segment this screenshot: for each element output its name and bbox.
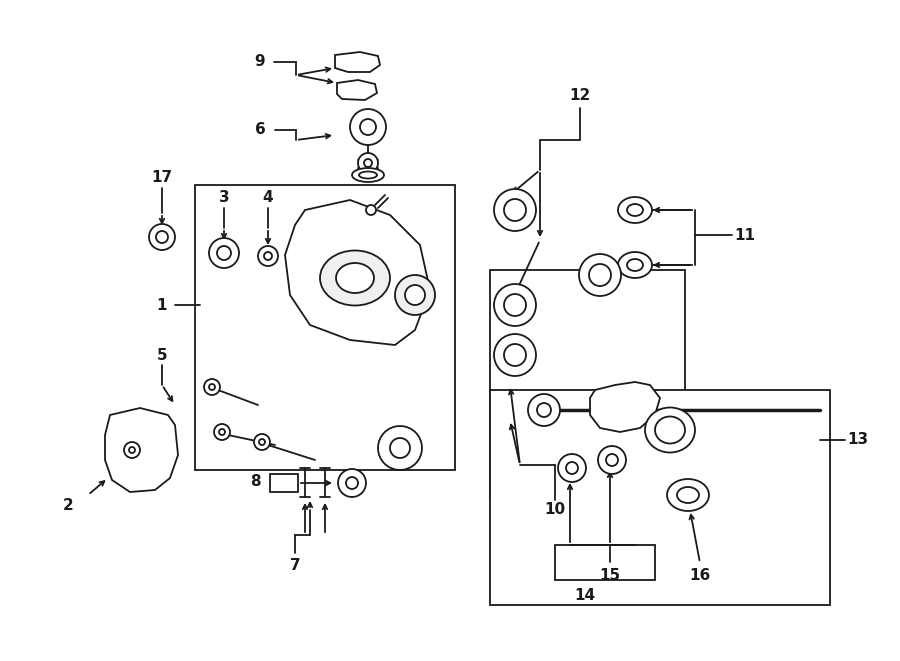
Ellipse shape — [504, 344, 526, 366]
Circle shape — [350, 109, 386, 145]
Circle shape — [209, 384, 215, 390]
Text: 6: 6 — [255, 122, 266, 137]
Bar — [270, 474, 298, 492]
Text: 11: 11 — [734, 227, 755, 243]
Circle shape — [395, 275, 435, 315]
Text: 1: 1 — [157, 297, 167, 313]
Circle shape — [124, 442, 140, 458]
Ellipse shape — [494, 189, 536, 231]
Ellipse shape — [494, 334, 536, 376]
Circle shape — [258, 246, 278, 266]
Circle shape — [405, 285, 425, 305]
Polygon shape — [337, 80, 377, 100]
Circle shape — [264, 252, 272, 260]
Circle shape — [358, 153, 378, 173]
Ellipse shape — [627, 204, 643, 216]
Ellipse shape — [645, 407, 695, 453]
Text: 5: 5 — [157, 348, 167, 362]
Circle shape — [378, 426, 422, 470]
Circle shape — [149, 224, 175, 250]
Ellipse shape — [336, 263, 374, 293]
Circle shape — [219, 429, 225, 435]
Ellipse shape — [677, 487, 699, 503]
Circle shape — [204, 379, 220, 395]
Text: 9: 9 — [255, 54, 266, 69]
Ellipse shape — [352, 168, 384, 182]
Bar — [555, 545, 655, 580]
Text: 10: 10 — [544, 502, 565, 518]
Circle shape — [360, 119, 376, 135]
Circle shape — [390, 438, 410, 458]
Ellipse shape — [627, 259, 643, 271]
Ellipse shape — [359, 171, 377, 178]
Ellipse shape — [579, 254, 621, 296]
Circle shape — [217, 246, 231, 260]
Text: 3: 3 — [219, 190, 230, 206]
Polygon shape — [285, 200, 430, 345]
Circle shape — [366, 205, 376, 215]
Circle shape — [558, 454, 586, 482]
Circle shape — [528, 394, 560, 426]
Circle shape — [346, 477, 358, 489]
Text: 13: 13 — [848, 432, 868, 447]
Circle shape — [259, 439, 265, 445]
Circle shape — [537, 403, 551, 417]
Circle shape — [156, 231, 168, 243]
Circle shape — [338, 469, 366, 497]
Text: 15: 15 — [599, 568, 621, 582]
Circle shape — [364, 159, 372, 167]
Circle shape — [606, 454, 618, 466]
Text: 4: 4 — [263, 190, 274, 206]
Bar — [490, 390, 830, 605]
Text: 2: 2 — [63, 498, 74, 512]
Bar — [490, 270, 685, 500]
Ellipse shape — [320, 251, 390, 305]
Text: 12: 12 — [570, 87, 590, 102]
Circle shape — [129, 447, 135, 453]
Text: 17: 17 — [151, 171, 173, 186]
Polygon shape — [335, 52, 380, 72]
Circle shape — [214, 424, 230, 440]
Text: 7: 7 — [290, 557, 301, 572]
Text: 16: 16 — [689, 568, 711, 582]
Ellipse shape — [494, 284, 536, 326]
Ellipse shape — [667, 479, 709, 511]
Circle shape — [209, 238, 239, 268]
Ellipse shape — [618, 197, 652, 223]
Text: 14: 14 — [574, 588, 596, 602]
Ellipse shape — [504, 294, 526, 316]
Ellipse shape — [618, 252, 652, 278]
Bar — [195, 185, 455, 470]
Polygon shape — [590, 382, 660, 432]
Circle shape — [566, 462, 578, 474]
Ellipse shape — [655, 416, 685, 444]
Ellipse shape — [589, 264, 611, 286]
Ellipse shape — [504, 199, 526, 221]
Circle shape — [598, 446, 626, 474]
Circle shape — [254, 434, 270, 450]
Polygon shape — [105, 408, 178, 492]
Text: 8: 8 — [249, 475, 260, 490]
